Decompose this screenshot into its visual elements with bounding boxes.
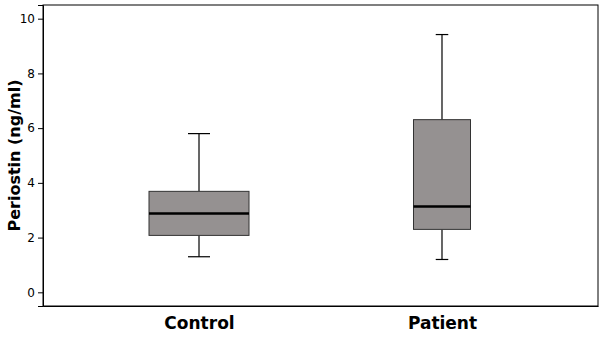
- y-tick-mark: [38, 19, 43, 20]
- y-tick: 4: [27, 176, 43, 190]
- y-tick-label: 2: [27, 231, 35, 245]
- y-tick-label: 6: [27, 121, 35, 135]
- y-tick: 2: [27, 231, 43, 245]
- y-tick-label: 4: [27, 176, 35, 190]
- y-tick-mark: [38, 292, 43, 293]
- y-tick-mark: [38, 73, 43, 74]
- y-tick: 8: [27, 67, 43, 81]
- lower-cap: [188, 256, 210, 257]
- x-tick: Control: [164, 306, 234, 333]
- y-tick-mark: [38, 238, 43, 239]
- x-axis-line: [44, 306, 599, 307]
- plot-frame: [43, 5, 598, 306]
- lower-whisker: [441, 229, 442, 259]
- box-plot: [413, 35, 470, 260]
- boxes: [149, 35, 470, 260]
- y-tick: 6: [27, 121, 43, 135]
- upper-whisker: [441, 35, 442, 120]
- y-axis-line: [38, 6, 44, 307]
- y-tick: 0: [27, 286, 43, 300]
- box: [149, 191, 249, 235]
- y-tick: 10: [20, 12, 43, 26]
- y-tick-mark: [38, 183, 43, 184]
- upper-whisker: [198, 134, 199, 192]
- upper-cap: [188, 133, 210, 134]
- chart: 0 2 4 6 8 10 Control Patient Periostin (ng/ml): [0, 0, 600, 337]
- x-tick-label: Control: [164, 313, 234, 333]
- y-axis-title: Periostin (ng/ml): [5, 79, 24, 231]
- x-tick: Patient: [408, 306, 477, 333]
- box-plot: [149, 134, 249, 257]
- lower-whisker: [198, 235, 199, 256]
- y-tick-mark: [38, 128, 43, 129]
- box: [413, 120, 470, 230]
- median: [413, 205, 470, 208]
- y-tick-label: 10: [20, 12, 35, 26]
- y-tick-label: 8: [27, 67, 35, 81]
- upper-cap: [436, 34, 449, 35]
- lower-cap: [436, 259, 449, 260]
- x-axis: Control Patient: [44, 306, 599, 333]
- y-tick-label: 0: [27, 286, 35, 300]
- median: [149, 212, 249, 215]
- x-tick-label: Patient: [408, 313, 477, 333]
